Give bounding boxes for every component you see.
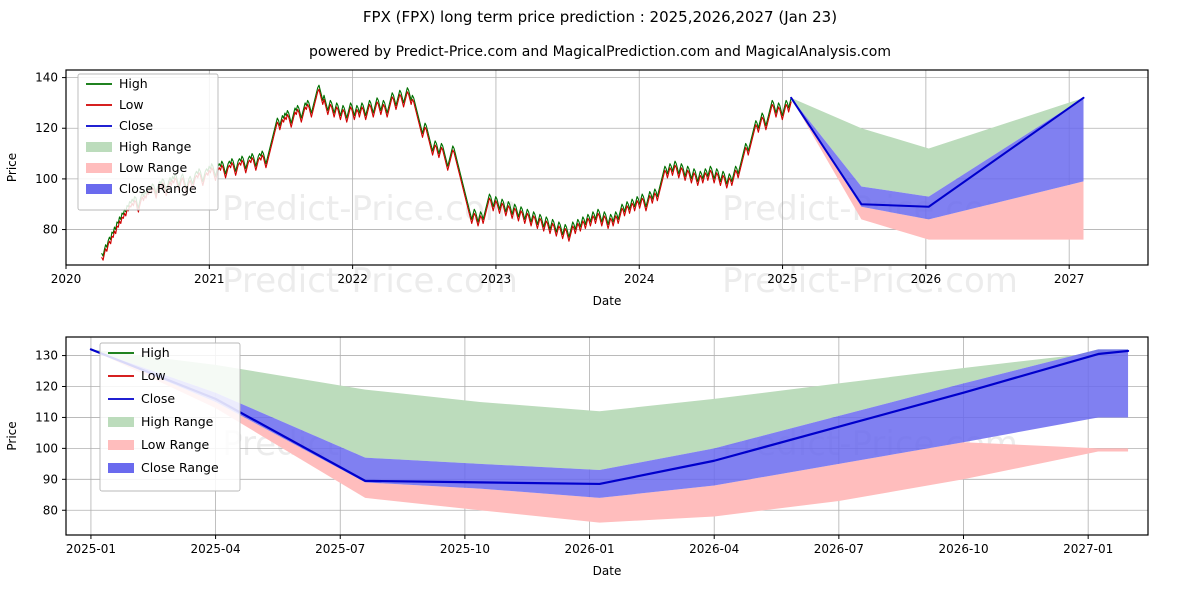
watermark: Predict-Price.com xyxy=(222,189,518,229)
x-tick-label: 2027 xyxy=(1054,272,1085,286)
x-tick-label: 2021 xyxy=(194,272,225,286)
plot-frame xyxy=(65,69,1149,266)
legend-item-label: High xyxy=(119,76,148,91)
close-range-band xyxy=(90,349,1129,498)
legend-swatch-patch xyxy=(86,184,112,194)
legend-item-label: Low xyxy=(119,97,144,112)
legend-swatch-patch xyxy=(86,163,112,173)
legend-item-label: Low Range xyxy=(119,160,188,175)
y-axis-label: Price xyxy=(5,153,19,182)
legend-item-label: High Range xyxy=(141,414,214,429)
legend-item-label: Close xyxy=(141,391,175,406)
x-tick-label: 2023 xyxy=(481,272,512,286)
y-tick-label: 100 xyxy=(35,172,58,186)
legend-background xyxy=(99,342,241,492)
close-range-band xyxy=(791,97,1084,220)
x-tick-label: 2024 xyxy=(624,272,655,286)
y-tick-label: 140 xyxy=(35,71,58,85)
legend-item-label: Low xyxy=(141,368,166,383)
x-tick-label: 2020 xyxy=(51,272,82,286)
x-tick-label: 2025-01 xyxy=(66,542,116,556)
x-tick-label: 2025 xyxy=(767,272,798,286)
high-range-band xyxy=(90,349,1129,471)
overview-chart: Predict-Price.com Predict-Price.com Predic… xyxy=(5,69,1149,308)
legend-swatch-patch xyxy=(108,440,134,450)
high-range-band xyxy=(791,97,1084,197)
watermark: Predict-Price.com xyxy=(222,261,518,301)
page-title: FPX (FPX) long term price prediction : 2… xyxy=(362,8,838,26)
y-tick-label: 120 xyxy=(35,121,58,135)
low-range-band xyxy=(791,97,1084,240)
x-tick-label: 2026-04 xyxy=(689,542,739,556)
chart-legend: High Low Close High Range Low Range Close Ran… xyxy=(99,342,241,492)
forecast-close-line xyxy=(89,348,1130,486)
legend-swatch-patch xyxy=(108,417,134,427)
x-tick-label: 2026 xyxy=(911,272,942,286)
legend-item-label: Close Range xyxy=(119,181,197,196)
y-tick-label: 80 xyxy=(43,503,58,517)
x-tick-label: 2026-10 xyxy=(938,542,988,556)
x-tick-label: 2026-01 xyxy=(564,542,614,556)
y-tick-label: 130 xyxy=(35,349,58,363)
forecast-close-line xyxy=(790,96,1085,208)
y-tick-label: 120 xyxy=(35,380,58,394)
legend-background xyxy=(77,73,219,211)
y-tick-label: 100 xyxy=(35,441,58,455)
legend-item-label: Close Range xyxy=(141,460,219,475)
watermark: Predict-Price.com xyxy=(722,261,1018,301)
x-tick-label: 2025-10 xyxy=(440,542,490,556)
chart-legend: High Low Close High Range Low Range Close Ran… xyxy=(77,73,219,211)
forecast-detail-chart: Predict-Price.comPredict-Price.com809010… xyxy=(5,336,1149,578)
legend-item-label: High Range xyxy=(119,139,192,154)
y-tick-label: 110 xyxy=(35,410,58,424)
legend-item-label: Close xyxy=(119,118,153,133)
plot-frame xyxy=(65,336,1149,536)
x-tick-label: 2025-07 xyxy=(315,542,365,556)
x-axis-label: Date xyxy=(593,294,622,308)
low-range-band xyxy=(90,349,1129,523)
x-tick-label: 2026-07 xyxy=(814,542,864,556)
legend-item-label: Low Range xyxy=(141,437,210,452)
legend-swatch-patch xyxy=(86,142,112,152)
legend-swatch-patch xyxy=(108,463,134,473)
y-tick-label: 80 xyxy=(43,223,58,237)
legend-item-label: High xyxy=(141,345,170,360)
x-tick-label: 2022 xyxy=(337,272,368,286)
x-tick-label: 2025-04 xyxy=(191,542,241,556)
x-tick-label: 2027-01 xyxy=(1063,542,1113,556)
x-axis-label: Date xyxy=(593,564,622,578)
y-axis-label: Price xyxy=(5,421,19,450)
y-tick-label: 90 xyxy=(43,472,58,486)
page-subtitle: powered by Predict-Price.com and Magical… xyxy=(309,44,891,60)
